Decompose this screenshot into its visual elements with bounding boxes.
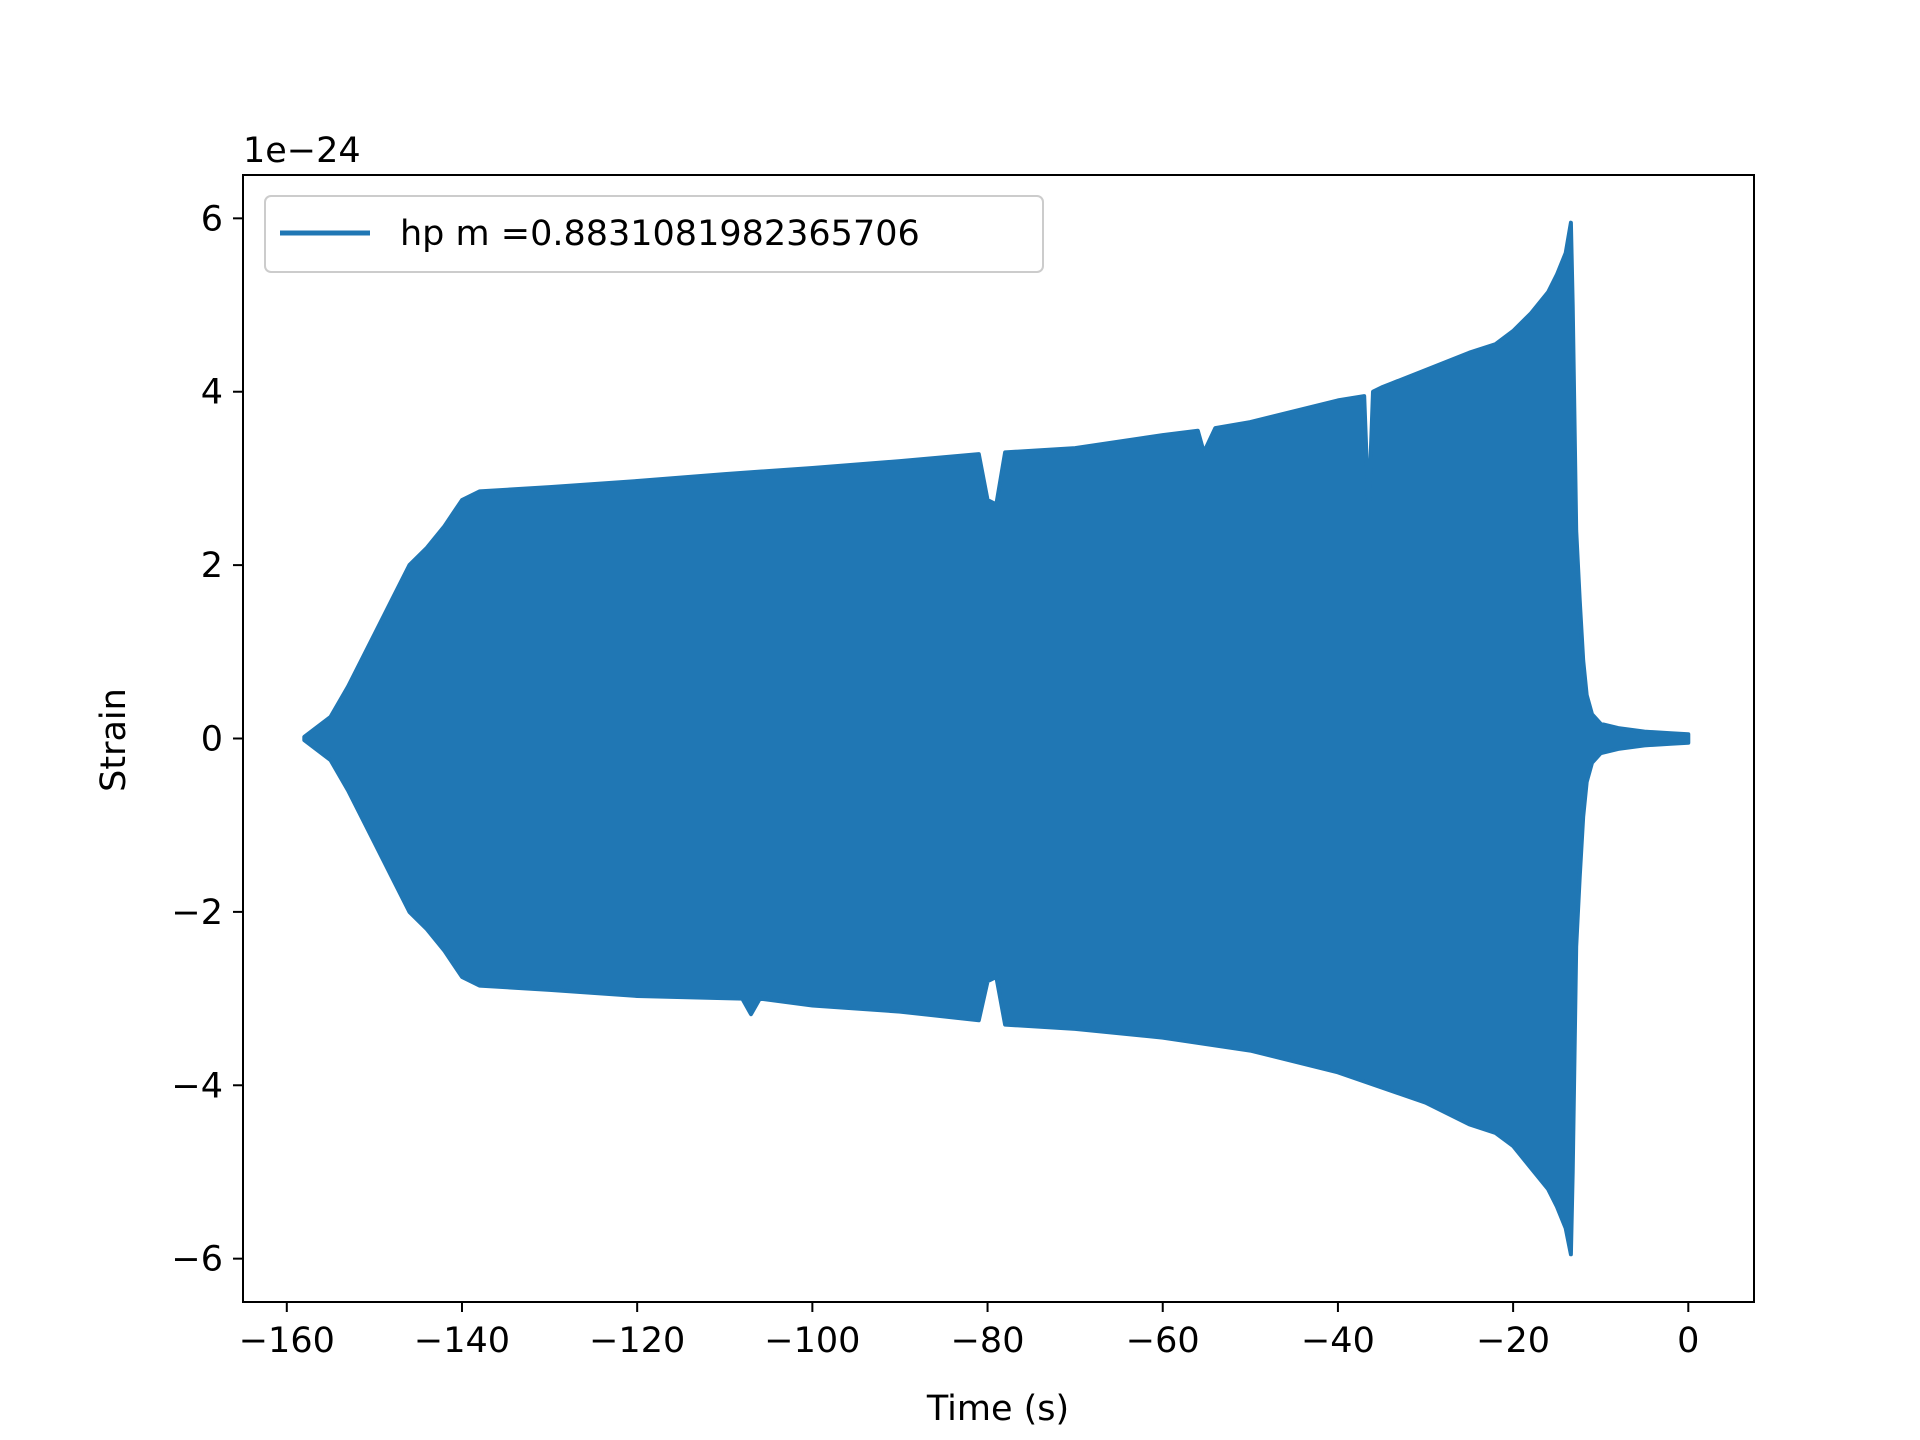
y-tick-label: 2 xyxy=(201,546,223,586)
x-tick-label: −160 xyxy=(239,1321,335,1361)
x-tick-label: 0 xyxy=(1677,1321,1699,1361)
series-layer xyxy=(302,220,1691,1257)
x-tick-label: −40 xyxy=(1301,1321,1375,1361)
legend: hp m =0.8831081982365706 xyxy=(264,195,1044,273)
x-tick-label: −80 xyxy=(951,1321,1025,1361)
y-axis: −6 −4 −2 0 2 4 6 xyxy=(171,199,243,1280)
legend-series-label: hp m =0.8831081982365706 xyxy=(400,214,920,254)
x-tick-label: −140 xyxy=(414,1321,510,1361)
x-axis: −160 −140 −120 −100 −80 −60 −40 −20 0 xyxy=(239,1302,1699,1361)
x-tick-label: −60 xyxy=(1126,1321,1200,1361)
x-tick-label: −20 xyxy=(1476,1321,1550,1361)
x-tick-label: −100 xyxy=(764,1321,860,1361)
y-tick-label: −2 xyxy=(171,893,223,933)
y-offset-label: 1e−24 xyxy=(243,131,361,171)
y-tick-label: 0 xyxy=(201,720,223,760)
y-tick-label: −6 xyxy=(171,1240,223,1280)
legend-frame xyxy=(264,195,1044,273)
y-tick-label: 6 xyxy=(201,199,223,239)
y-tick-label: 4 xyxy=(201,373,223,413)
series-line-0 xyxy=(302,220,1691,1257)
x-axis-label: Time (s) xyxy=(926,1389,1069,1429)
y-axis-label: Strain xyxy=(94,688,134,792)
y-tick-label: −4 xyxy=(171,1066,223,1106)
x-tick-label: −120 xyxy=(589,1321,685,1361)
